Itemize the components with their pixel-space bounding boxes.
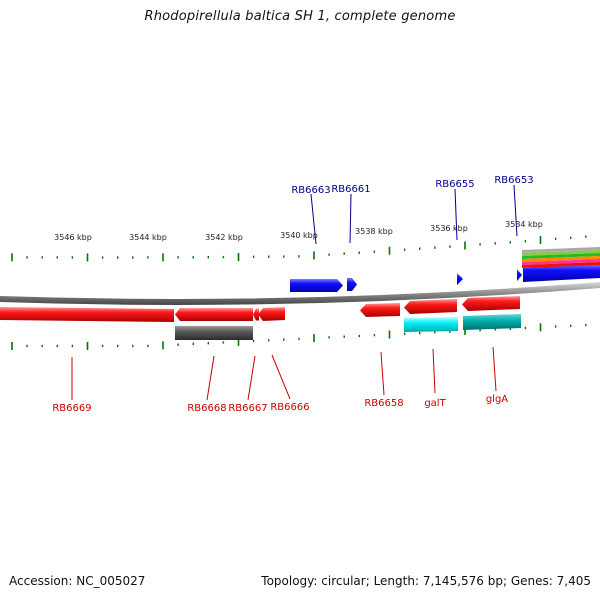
topology-label: Topology: xyxy=(261,574,318,588)
length-value: 7,145,576 bp xyxy=(422,574,503,588)
gene-rb6666-arrow[interactable] xyxy=(258,307,285,321)
scale-ticks-outer xyxy=(11,235,587,262)
feature-stack-right xyxy=(522,247,600,268)
top-callouts xyxy=(310,184,518,245)
gene-rb6669-arrow[interactable] xyxy=(0,307,174,322)
label-rb6663: RB6663 xyxy=(291,185,330,196)
label-glga: glgA xyxy=(486,394,508,405)
label-rb6669: RB6669 xyxy=(52,403,91,414)
scale-label-3544: 3544 kbp xyxy=(129,233,167,242)
accession-info: Accession: NC_005027 xyxy=(9,574,145,588)
gene-rb6668-arrow[interactable] xyxy=(175,308,253,321)
label-galt: galT xyxy=(424,398,446,409)
scale-label-3546: 3546 kbp xyxy=(54,233,92,242)
genes-value: 7,405 xyxy=(556,574,591,588)
callout-rb6667 xyxy=(247,355,256,401)
label-rb6666: RB6666 xyxy=(270,402,309,413)
scale-label-3538: 3538 kbp xyxy=(355,227,393,236)
feature-band-pink xyxy=(522,259,600,265)
secondary-features xyxy=(175,314,521,340)
bottom-callouts xyxy=(71,346,497,401)
callout-rb6661 xyxy=(349,193,352,244)
callout-rb6668 xyxy=(206,355,215,401)
gene-glga-arrow[interactable] xyxy=(462,296,520,311)
feature-band-green xyxy=(522,253,600,259)
feature-band-orange xyxy=(522,256,600,262)
feature-band-grey xyxy=(522,247,600,253)
scale-label-3540: 3540 kbp xyxy=(280,231,318,240)
accession-value: NC_005027 xyxy=(76,574,146,588)
callout-rb6663 xyxy=(310,193,317,245)
gene-rb6658-arrow[interactable] xyxy=(360,303,400,317)
genome-backbone xyxy=(0,282,600,305)
feature-cyan-block[interactable] xyxy=(404,317,458,332)
label-rb6661: RB6661 xyxy=(331,184,370,195)
gene-rb6653-arrow[interactable] xyxy=(523,264,600,282)
gene-galt-arrow[interactable] xyxy=(404,299,457,314)
forward-genes xyxy=(290,264,600,292)
top-gene-labels: RB6663 RB6661 RB6655 RB6653 xyxy=(291,175,533,196)
bottom-gene-labels: RB6669 RB6668 RB6667 RB6666 RB6658 galT … xyxy=(52,394,508,414)
gene-rb6667-arrow[interactable] xyxy=(253,308,259,321)
scale-label-3542: 3542 kbp xyxy=(205,233,243,242)
callout-glga xyxy=(492,346,497,392)
scale-label-3536: 3536 kbp xyxy=(430,224,468,233)
feature-band-lightgreen xyxy=(522,250,600,256)
feature-grey-block[interactable] xyxy=(175,326,253,340)
label-rb6653: RB6653 xyxy=(494,175,533,186)
label-rb6668: RB6668 xyxy=(187,403,226,414)
callout-rb6653 xyxy=(513,184,518,237)
callout-rb6658 xyxy=(380,351,385,396)
genes-label: Genes: xyxy=(510,574,553,588)
label-rb6655: RB6655 xyxy=(435,179,474,190)
accession-label: Accession: xyxy=(9,574,73,588)
reverse-genes xyxy=(0,296,520,322)
callout-rb6666 xyxy=(271,354,291,400)
feature-teal-block[interactable] xyxy=(463,314,521,330)
gene-rb6655-arrow[interactable] xyxy=(457,273,463,285)
feature-band-red xyxy=(522,262,600,268)
gene-rb6661-arrow[interactable] xyxy=(347,278,357,291)
genome-stats: Topology: circular; Length: 7,145,576 bp… xyxy=(261,574,591,588)
label-rb6658: RB6658 xyxy=(364,398,403,409)
gene-rb6663-arrow[interactable] xyxy=(290,279,343,292)
map-title: Rhodopirellula baltica SH 1, complete ge… xyxy=(144,9,456,24)
callout-galt xyxy=(432,348,436,394)
topology-value: circular xyxy=(321,574,366,588)
scale-labels: 3546 kbp 3544 kbp 3542 kbp 3540 kbp 3538… xyxy=(54,220,543,242)
callout-rb6655 xyxy=(454,188,458,241)
label-rb6667: RB6667 xyxy=(228,403,267,414)
length-label: Length: xyxy=(373,574,420,588)
gene-rb6653-marker[interactable] xyxy=(517,269,522,281)
scale-label-3534: 3534 kbp xyxy=(505,220,543,229)
